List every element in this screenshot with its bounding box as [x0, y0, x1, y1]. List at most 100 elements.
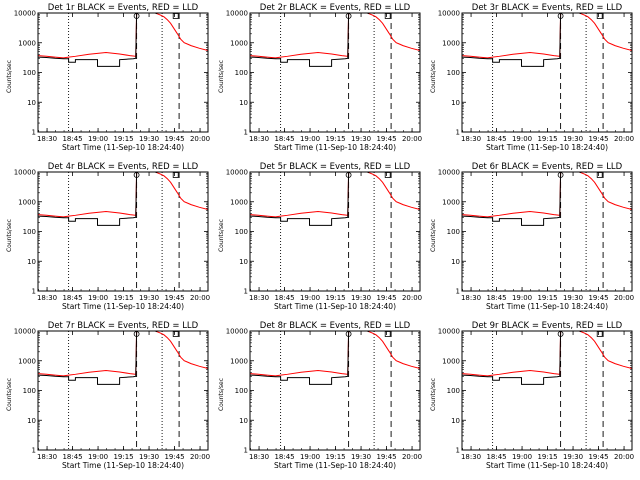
- x-tick-label: 19:30: [563, 294, 583, 302]
- x-tick-label: 20:00: [402, 135, 422, 143]
- x-tick-label: 19:30: [139, 135, 159, 143]
- x-tick-label: 19:30: [351, 135, 371, 143]
- y-tick-label: 1: [456, 288, 460, 296]
- x-tick-label: 20:00: [614, 294, 634, 302]
- x-tick-label: 19:30: [351, 453, 371, 461]
- x-tick-label: 19:00: [512, 453, 532, 461]
- marker-square: [596, 331, 603, 337]
- x-tick-label: 19:00: [88, 294, 108, 302]
- y-tick-label: 10: [451, 258, 460, 266]
- x-tick-label: 18:45: [274, 453, 294, 461]
- y-tick-label: 1: [32, 129, 36, 137]
- panel-2: Det 2r BLACK = Events, RED = LLD 1 10 100 10…: [218, 3, 422, 152]
- marker-square: [172, 172, 179, 178]
- series-events: [38, 172, 158, 226]
- x-tick-label: 19:45: [588, 135, 608, 143]
- x-axis-label: Start Time (11-Sep-10 18:24:40): [486, 143, 608, 152]
- x-tick-label: 18:30: [37, 453, 57, 461]
- x-axis-label: Start Time (11-Sep-10 18:24:40): [62, 302, 184, 311]
- y-tick-label: 1: [244, 129, 248, 137]
- y-tick-label: 1000: [230, 198, 248, 206]
- x-axis-label: Start Time (11-Sep-10 18:24:40): [274, 143, 396, 152]
- series-events: [38, 13, 158, 67]
- y-tick-label: 100: [447, 228, 460, 236]
- y-axis-label: Counts/sec: [430, 219, 437, 252]
- y-tick-label: 10000: [226, 169, 248, 177]
- x-tick-label: 20:00: [190, 135, 210, 143]
- y-tick-label: 1: [32, 447, 36, 455]
- y-tick-label: 1000: [18, 198, 36, 206]
- y-tick-label: 1: [244, 447, 248, 455]
- y-axis-label: Counts/sec: [6, 60, 13, 93]
- x-tick-label: 19:45: [164, 294, 184, 302]
- x-tick-label: 18:30: [461, 135, 481, 143]
- x-tick-label: 20:00: [190, 294, 210, 302]
- x-tick-label: 19:30: [563, 135, 583, 143]
- y-axis-label: Counts/sec: [6, 219, 13, 252]
- y-tick-label: 10000: [226, 10, 248, 18]
- x-tick-label: 19:45: [164, 453, 184, 461]
- x-tick-label: 19:45: [588, 294, 608, 302]
- y-tick-label: 10000: [14, 10, 36, 18]
- y-tick-label: 1: [244, 288, 248, 296]
- x-tick-label: 19:30: [139, 453, 159, 461]
- x-tick-label: 19:00: [512, 294, 532, 302]
- series-lld: [250, 172, 420, 218]
- x-axis-label: Start Time (11-Sep-10 18:24:40): [62, 143, 184, 152]
- series-lld: [38, 172, 208, 218]
- series-events: [462, 13, 582, 67]
- x-tick-label: 18:45: [274, 294, 294, 302]
- x-tick-label: 19:00: [88, 135, 108, 143]
- marker-square: [596, 172, 603, 178]
- series-lld: [38, 331, 208, 377]
- series-lld: [462, 13, 632, 59]
- marker-square: [384, 13, 391, 19]
- series-events: [38, 331, 158, 385]
- plot-frame: [461, 12, 633, 133]
- panel-title: Det 4r BLACK = Events, RED = LLD: [48, 162, 199, 172]
- y-tick-label: 1000: [442, 198, 460, 206]
- x-tick-label: 18:30: [37, 135, 57, 143]
- x-axis-label: Start Time (11-Sep-10 18:24:40): [274, 302, 396, 311]
- panel-8: Det 8r BLACK = Events, RED = LLD 1 10 100 10…: [218, 321, 422, 470]
- x-tick-label: 19:15: [537, 135, 557, 143]
- x-tick-label: 19:45: [376, 135, 396, 143]
- x-axis-label: Start Time (11-Sep-10 18:24:40): [486, 461, 608, 470]
- plot-frame: [37, 330, 209, 451]
- panel-9: Det 9r BLACK = Events, RED = LLD 1 10 100 10…: [430, 321, 634, 470]
- y-tick-label: 100: [23, 228, 36, 236]
- x-tick-label: 18:45: [486, 294, 506, 302]
- series-lld: [462, 331, 632, 377]
- x-tick-label: 19:15: [537, 453, 557, 461]
- marker-square: [596, 13, 603, 19]
- plot-frame: [461, 330, 633, 451]
- x-tick-label: 19:45: [588, 453, 608, 461]
- series-events: [250, 172, 370, 226]
- x-tick-label: 19:00: [300, 453, 320, 461]
- y-tick-label: 10: [239, 417, 248, 425]
- x-tick-label: 19:15: [325, 294, 345, 302]
- x-tick-label: 20:00: [614, 453, 634, 461]
- series-events: [462, 172, 582, 226]
- panel-5: Det 5r BLACK = Events, RED = LLD 1 10 100 10…: [218, 162, 422, 311]
- x-tick-label: 19:00: [88, 453, 108, 461]
- panel-7: Det 7r BLACK = Events, RED = LLD 1 10 100 10…: [6, 321, 210, 470]
- x-axis-label: Start Time (11-Sep-10 18:24:40): [274, 461, 396, 470]
- marker-square: [384, 331, 391, 337]
- x-tick-label: 18:30: [249, 294, 269, 302]
- y-tick-label: 100: [235, 228, 248, 236]
- y-tick-label: 1000: [442, 39, 460, 47]
- y-tick-label: 1000: [442, 357, 460, 365]
- marker-square: [172, 13, 179, 19]
- x-tick-label: 19:30: [139, 294, 159, 302]
- y-tick-label: 10: [27, 99, 36, 107]
- series-events: [250, 331, 370, 385]
- panel-4: Det 4r BLACK = Events, RED = LLD 1 10 100 10…: [6, 162, 210, 311]
- x-tick-label: 18:45: [486, 135, 506, 143]
- y-tick-label: 100: [235, 69, 248, 77]
- x-tick-label: 19:15: [325, 453, 345, 461]
- y-tick-label: 1000: [230, 357, 248, 365]
- x-tick-label: 18:45: [62, 294, 82, 302]
- y-axis-label: Counts/sec: [6, 378, 13, 411]
